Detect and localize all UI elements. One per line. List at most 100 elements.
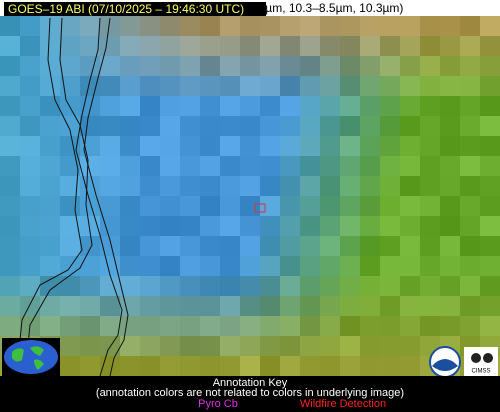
pixel-block (20, 176, 40, 196)
pixel-block (460, 236, 480, 256)
pixel-block (400, 176, 420, 196)
pixel-block (340, 196, 360, 216)
pixel-block (400, 296, 420, 316)
key-item: Pyro Cb (198, 398, 238, 410)
pixel-block (240, 136, 260, 156)
pixel-block (380, 336, 400, 356)
pixel-block (340, 16, 360, 36)
pixel-block (280, 236, 300, 256)
pixel-block (80, 36, 100, 56)
pixel-block (480, 316, 500, 336)
pixel-block (180, 356, 200, 376)
pixel-block (300, 336, 320, 356)
pixel-block (320, 116, 340, 136)
pixel-block (420, 296, 440, 316)
pixel-block (260, 156, 280, 176)
pixel-block (60, 276, 80, 296)
pixel-block (300, 356, 320, 376)
pixel-block (280, 256, 300, 276)
pixel-block (0, 296, 20, 316)
pixel-block (120, 316, 140, 336)
pixel-block (300, 176, 320, 196)
pixel-block (220, 276, 240, 296)
pixel-block (260, 296, 280, 316)
pixel-block (300, 136, 320, 156)
pixel-block (20, 56, 40, 76)
pixel-block (100, 156, 120, 176)
pixel-block (240, 176, 260, 196)
pixel-block (140, 336, 160, 356)
detection-box (254, 203, 266, 213)
pixel-block (20, 16, 40, 36)
pixel-block (120, 36, 140, 56)
pixel-block (200, 176, 220, 196)
pixel-block (240, 336, 260, 356)
pixel-block (460, 56, 480, 76)
pixel-block (400, 356, 420, 376)
pixel-block (380, 136, 400, 156)
pixel-block (460, 16, 480, 36)
pixel-block (160, 136, 180, 156)
cimss-mark (471, 353, 481, 363)
pixel-block (340, 296, 360, 316)
pixel-block (40, 56, 60, 76)
pixel-block (360, 96, 380, 116)
pixel-block (460, 76, 480, 96)
pixel-block (220, 176, 240, 196)
pixel-block (360, 216, 380, 236)
continents (12, 346, 44, 370)
pixel-block (20, 196, 40, 216)
pixel-block (360, 236, 380, 256)
pixel-block (460, 36, 480, 56)
pixel-block (460, 116, 480, 136)
pixel-block (180, 256, 200, 276)
pixel-block (240, 16, 260, 36)
pixel-block (420, 256, 440, 276)
pixel-block (320, 356, 340, 376)
pixel-block (340, 176, 360, 196)
pixel-block (460, 196, 480, 216)
pixel-block (200, 236, 220, 256)
pixel-block (60, 176, 80, 196)
pixel-block (340, 256, 360, 276)
image-label: GOES–19 ABI (07/10/2025 – 19:46:30 UTC) (8, 2, 244, 16)
pixel-block (460, 136, 480, 156)
pixel-block (160, 76, 180, 96)
pixel-block (480, 16, 500, 36)
pixel-block (360, 196, 380, 216)
pixel-block (340, 216, 360, 236)
pixel-block (480, 216, 500, 236)
pixel-block (20, 256, 40, 276)
pixel-block (200, 96, 220, 116)
pixel-block (400, 316, 420, 336)
pixel-block (440, 196, 460, 216)
pixel-block (120, 16, 140, 36)
pixel-block (40, 316, 60, 336)
pixel-block (220, 16, 240, 36)
pixel-block (320, 196, 340, 216)
boundary (19, 17, 83, 341)
pixel-block (280, 196, 300, 216)
pixel-block (60, 216, 80, 236)
pixel-block (140, 176, 160, 196)
pixel-block (200, 316, 220, 336)
pixel-block (280, 16, 300, 36)
pixel-block (200, 336, 220, 356)
pixel-block (380, 36, 400, 56)
pixel-block (360, 76, 380, 96)
pixel-block (80, 276, 100, 296)
pixel-block (240, 56, 260, 76)
pixel-block (240, 256, 260, 276)
pixel-block (140, 136, 160, 156)
pixel-block (420, 136, 440, 156)
pixel-block (300, 216, 320, 236)
pixel-block (280, 176, 300, 196)
pixel-block (160, 176, 180, 196)
pixel-block (40, 296, 60, 316)
pixel-block (100, 196, 120, 216)
globe (4, 340, 58, 374)
pixel-block (40, 196, 60, 216)
pixel-block (100, 216, 120, 236)
pixel-block (0, 236, 20, 256)
